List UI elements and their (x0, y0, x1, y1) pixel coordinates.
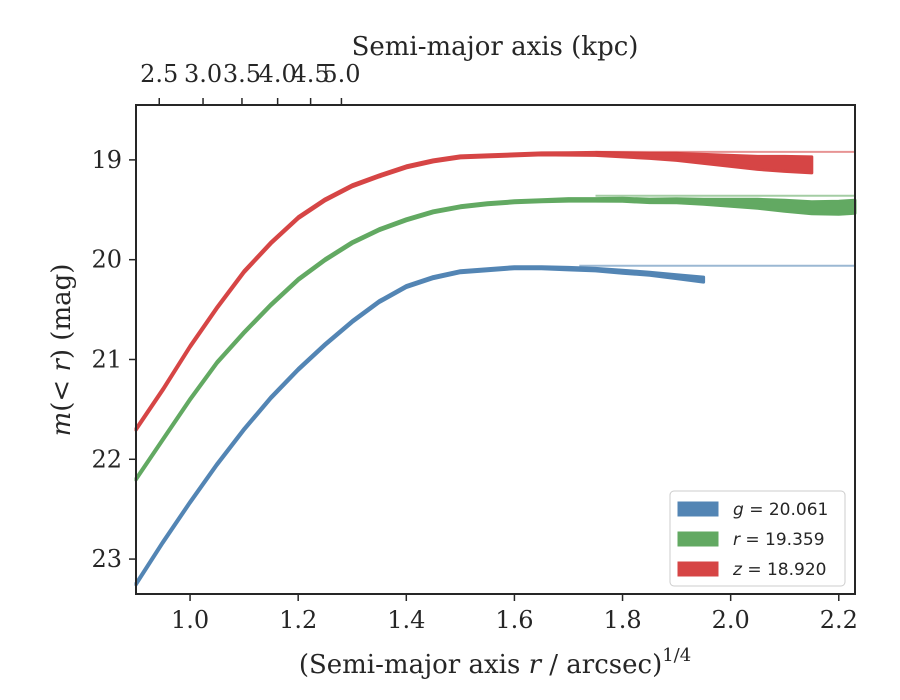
x-tick-label: 1.6 (495, 606, 533, 634)
legend-swatch-r (677, 531, 719, 547)
x-axis-title-var: r (529, 650, 543, 680)
x-tick-label: 1.8 (603, 606, 641, 634)
x-tick-label: 2.0 (712, 606, 750, 634)
legend-label-g: g = 20.061 (733, 500, 828, 520)
x-axis-title-superscript: 1/4 (662, 645, 691, 666)
top-tick-label: 2.5 (140, 60, 178, 88)
y-tick-label: 19 (91, 146, 122, 174)
top-tick-label: 4.5 (292, 60, 330, 88)
top-tick-label: 3.0 (184, 60, 222, 88)
plot-frame (135, 104, 856, 595)
legend-label-r: r = 19.359 (733, 530, 825, 550)
legend-label-z: z = 18.920 (732, 560, 826, 580)
ticks-layer: 1.0 1.2 1.4 1.6 1.8 2.0 2.2 19 20 21 22 23 2.5 3.0 3.5… (91, 60, 857, 634)
legend: g = 20.061 r = 19.359 z = 18.920 (669, 490, 846, 587)
y-axis-title-unit: (mag) (47, 264, 77, 349)
y-tick-label: 20 (91, 246, 122, 274)
top-tick-label: 4.0 (259, 60, 297, 88)
top-tick-label: 3.5 (223, 60, 261, 88)
x-axis-title-suffix: / arcsec) (541, 650, 662, 680)
y-axis-title-var2: r (47, 358, 77, 372)
x-axis-title: (Semi-major axis r / arcsec)1/4 (299, 645, 691, 680)
x-tick-label: 1.0 (171, 606, 209, 634)
y-tick-label: 23 (91, 545, 122, 573)
y-tick-label: 22 (91, 445, 122, 473)
y-tick-label: 21 (91, 345, 122, 373)
y-axis-title-mid: (< (47, 372, 77, 412)
x-tick-label: 1.4 (387, 606, 425, 634)
x-axis-title-prefix: (Semi-major axis (299, 650, 529, 680)
y-axis-title-end: ) (47, 349, 77, 359)
top-axis-title: Semi-major axis (kpc) (352, 32, 639, 62)
series-band-z (134, 150, 814, 432)
legend-swatch-z (677, 561, 719, 577)
x-tick-label: 2.2 (820, 606, 858, 634)
y-axis-title: m(< r) (mag) (47, 264, 77, 437)
top-tick-label: 5.0 (322, 60, 360, 88)
series-band-g (134, 265, 706, 587)
x-tick-label: 1.2 (279, 606, 317, 634)
legend-swatch-g (677, 501, 719, 517)
y-axis-title-var1: m (47, 412, 77, 437)
